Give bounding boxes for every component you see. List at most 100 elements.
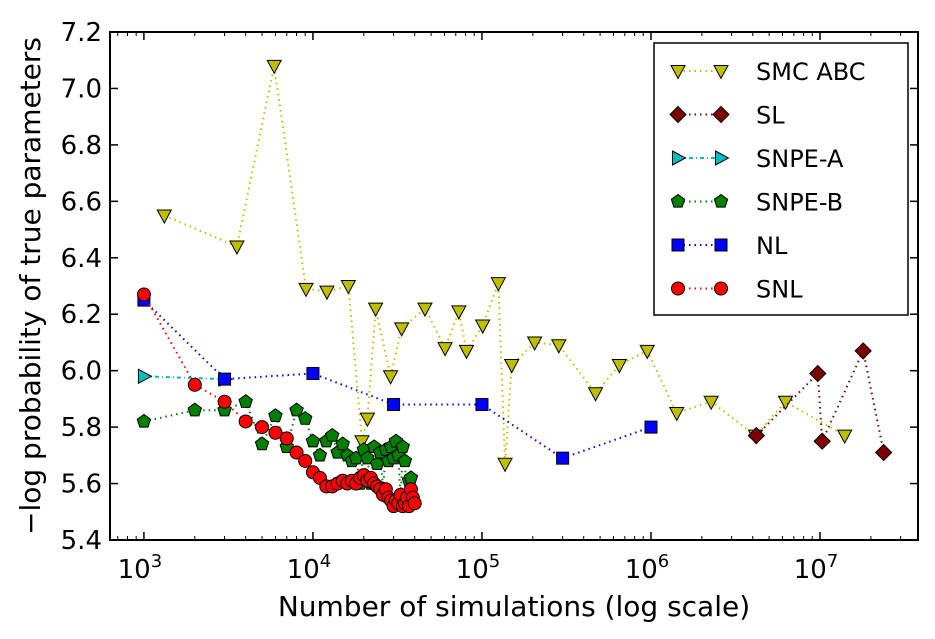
data-point-smc-abc: [703, 395, 719, 411]
data-point-snpe-b: [289, 402, 304, 417]
y-tick-label: 5.6: [61, 470, 102, 500]
data-point-smc-abc: [474, 319, 491, 335]
legend-marker: [672, 150, 687, 166]
data-point-snpe-b: [335, 436, 350, 451]
x-tick-label: 106: [625, 551, 670, 585]
data-layer: [136, 59, 893, 514]
data-point-sl: [874, 443, 893, 462]
data-point-snl: [289, 445, 304, 460]
y-tick-label: 6.6: [61, 187, 102, 217]
data-point-snpe-b: [305, 433, 321, 448]
data-point-smc-abc: [156, 209, 173, 224]
data-point-snpe-a: [137, 368, 153, 385]
data-point-smc-abc: [836, 429, 853, 445]
data-point-smc-abc: [503, 359, 520, 374]
data-point-smc-abc: [526, 336, 543, 351]
data-point-smc-abc: [639, 344, 656, 360]
legend-box: [653, 42, 909, 316]
x-tick-label: 105: [456, 551, 501, 585]
data-point-smc-abc: [367, 302, 384, 318]
data-point-sl: [809, 364, 827, 383]
legend-marker: [713, 193, 729, 208]
series-sl: [747, 342, 893, 462]
data-point-snpe-b: [397, 453, 413, 468]
y-tick-label: 7.0: [61, 74, 102, 104]
legend: SMC ABC SL SNPE-A SNPE-B NL SNL: [653, 42, 909, 316]
data-point-snl: [217, 394, 232, 409]
y-tick-label: 7.2: [61, 18, 102, 48]
y-tick-label: 5.4: [61, 526, 102, 556]
data-point-snl: [268, 425, 283, 440]
data-point-smc-abc: [497, 457, 513, 473]
legend-marker: [714, 281, 728, 296]
data-point-smc-abc: [611, 359, 628, 374]
data-point-sl: [747, 426, 766, 445]
plot-frame: [109, 31, 919, 541]
data-point-smc-abc: [266, 59, 283, 75]
data-point-snl: [298, 453, 313, 468]
legend-marker: [669, 105, 687, 124]
data-point-sl: [854, 342, 872, 360]
legend-item-snl: SNL: [671, 276, 803, 304]
series-line-smc-abc: [163, 65, 846, 464]
legend-marker: [713, 65, 729, 80]
legend-item-nl: NL: [671, 232, 788, 260]
data-point-nl: [475, 398, 489, 412]
data-point-snpe-b: [324, 427, 340, 442]
data-point-snpe-b: [297, 411, 313, 425]
data-point-snpe-b: [268, 408, 283, 422]
series-smc-abc: [156, 59, 853, 473]
data-point-snpe-b: [187, 402, 203, 417]
legend-marker: [671, 281, 685, 296]
data-point-snl: [238, 414, 253, 429]
data-point-nl: [387, 398, 401, 412]
legend-marker: [671, 238, 685, 252]
data-point-smc-abc: [359, 412, 376, 428]
legend-item-sl: SL: [669, 102, 785, 130]
legend-label: SL: [756, 102, 785, 130]
y-axis-label: −log probability of true parameters: [14, 37, 47, 535]
legend-marker: [715, 150, 730, 166]
x-tick-label: 107: [794, 551, 839, 585]
y-tick-label: 6.2: [61, 300, 102, 330]
data-point-snl: [407, 496, 422, 511]
y-tick-label: 6.0: [61, 357, 102, 387]
data-point-smc-abc: [393, 322, 410, 337]
legend-item-snpe-b: SNPE-B: [670, 189, 843, 217]
data-point-nl: [556, 451, 570, 465]
data-point-sl: [813, 432, 831, 450]
legend-label: SMC ABC: [756, 58, 866, 86]
data-point-nl: [218, 372, 232, 386]
data-point-smc-abc: [437, 342, 453, 357]
tick-layer: 5.4 5.6 5.8 6.0 6.2 6.4 6.6 6.8 7.0 7.2 103 104 105 1…: [61, 18, 918, 585]
legend-label: SNL: [756, 276, 803, 304]
data-point-smc-abc: [382, 370, 399, 385]
data-point-nl: [644, 420, 658, 434]
data-point-snl: [279, 431, 294, 446]
legend-item-snpe-a: SNPE-A: [672, 145, 844, 173]
data-point-smc-abc: [668, 407, 685, 422]
series-line-snpe-a: [143, 375, 225, 381]
data-point-snpe-b: [136, 413, 152, 428]
legend-marker: [670, 193, 686, 208]
data-point-snpe-b: [395, 439, 411, 454]
data-point-smc-abc: [298, 282, 314, 298]
data-point-smc-abc: [340, 280, 357, 295]
x-tick-label: 104: [287, 551, 332, 585]
legend-marker: [714, 238, 728, 252]
x-axis-label: Number of simulations (log scale): [278, 590, 750, 623]
data-point-snl: [255, 420, 270, 435]
data-point-snpe-b: [360, 450, 375, 465]
data-point-smc-abc: [417, 302, 433, 318]
legend-marker: [712, 105, 730, 124]
data-point-snl: [136, 287, 151, 302]
data-point-smc-abc: [551, 339, 567, 354]
y-tick-label: 5.8: [61, 413, 102, 443]
series-nl: [137, 293, 658, 465]
x-tick-label: 103: [118, 551, 163, 585]
data-point-smc-abc: [319, 285, 335, 301]
data-point-snpe-b: [254, 436, 270, 451]
data-point-smc-abc: [458, 344, 475, 360]
data-point-nl: [306, 366, 320, 380]
